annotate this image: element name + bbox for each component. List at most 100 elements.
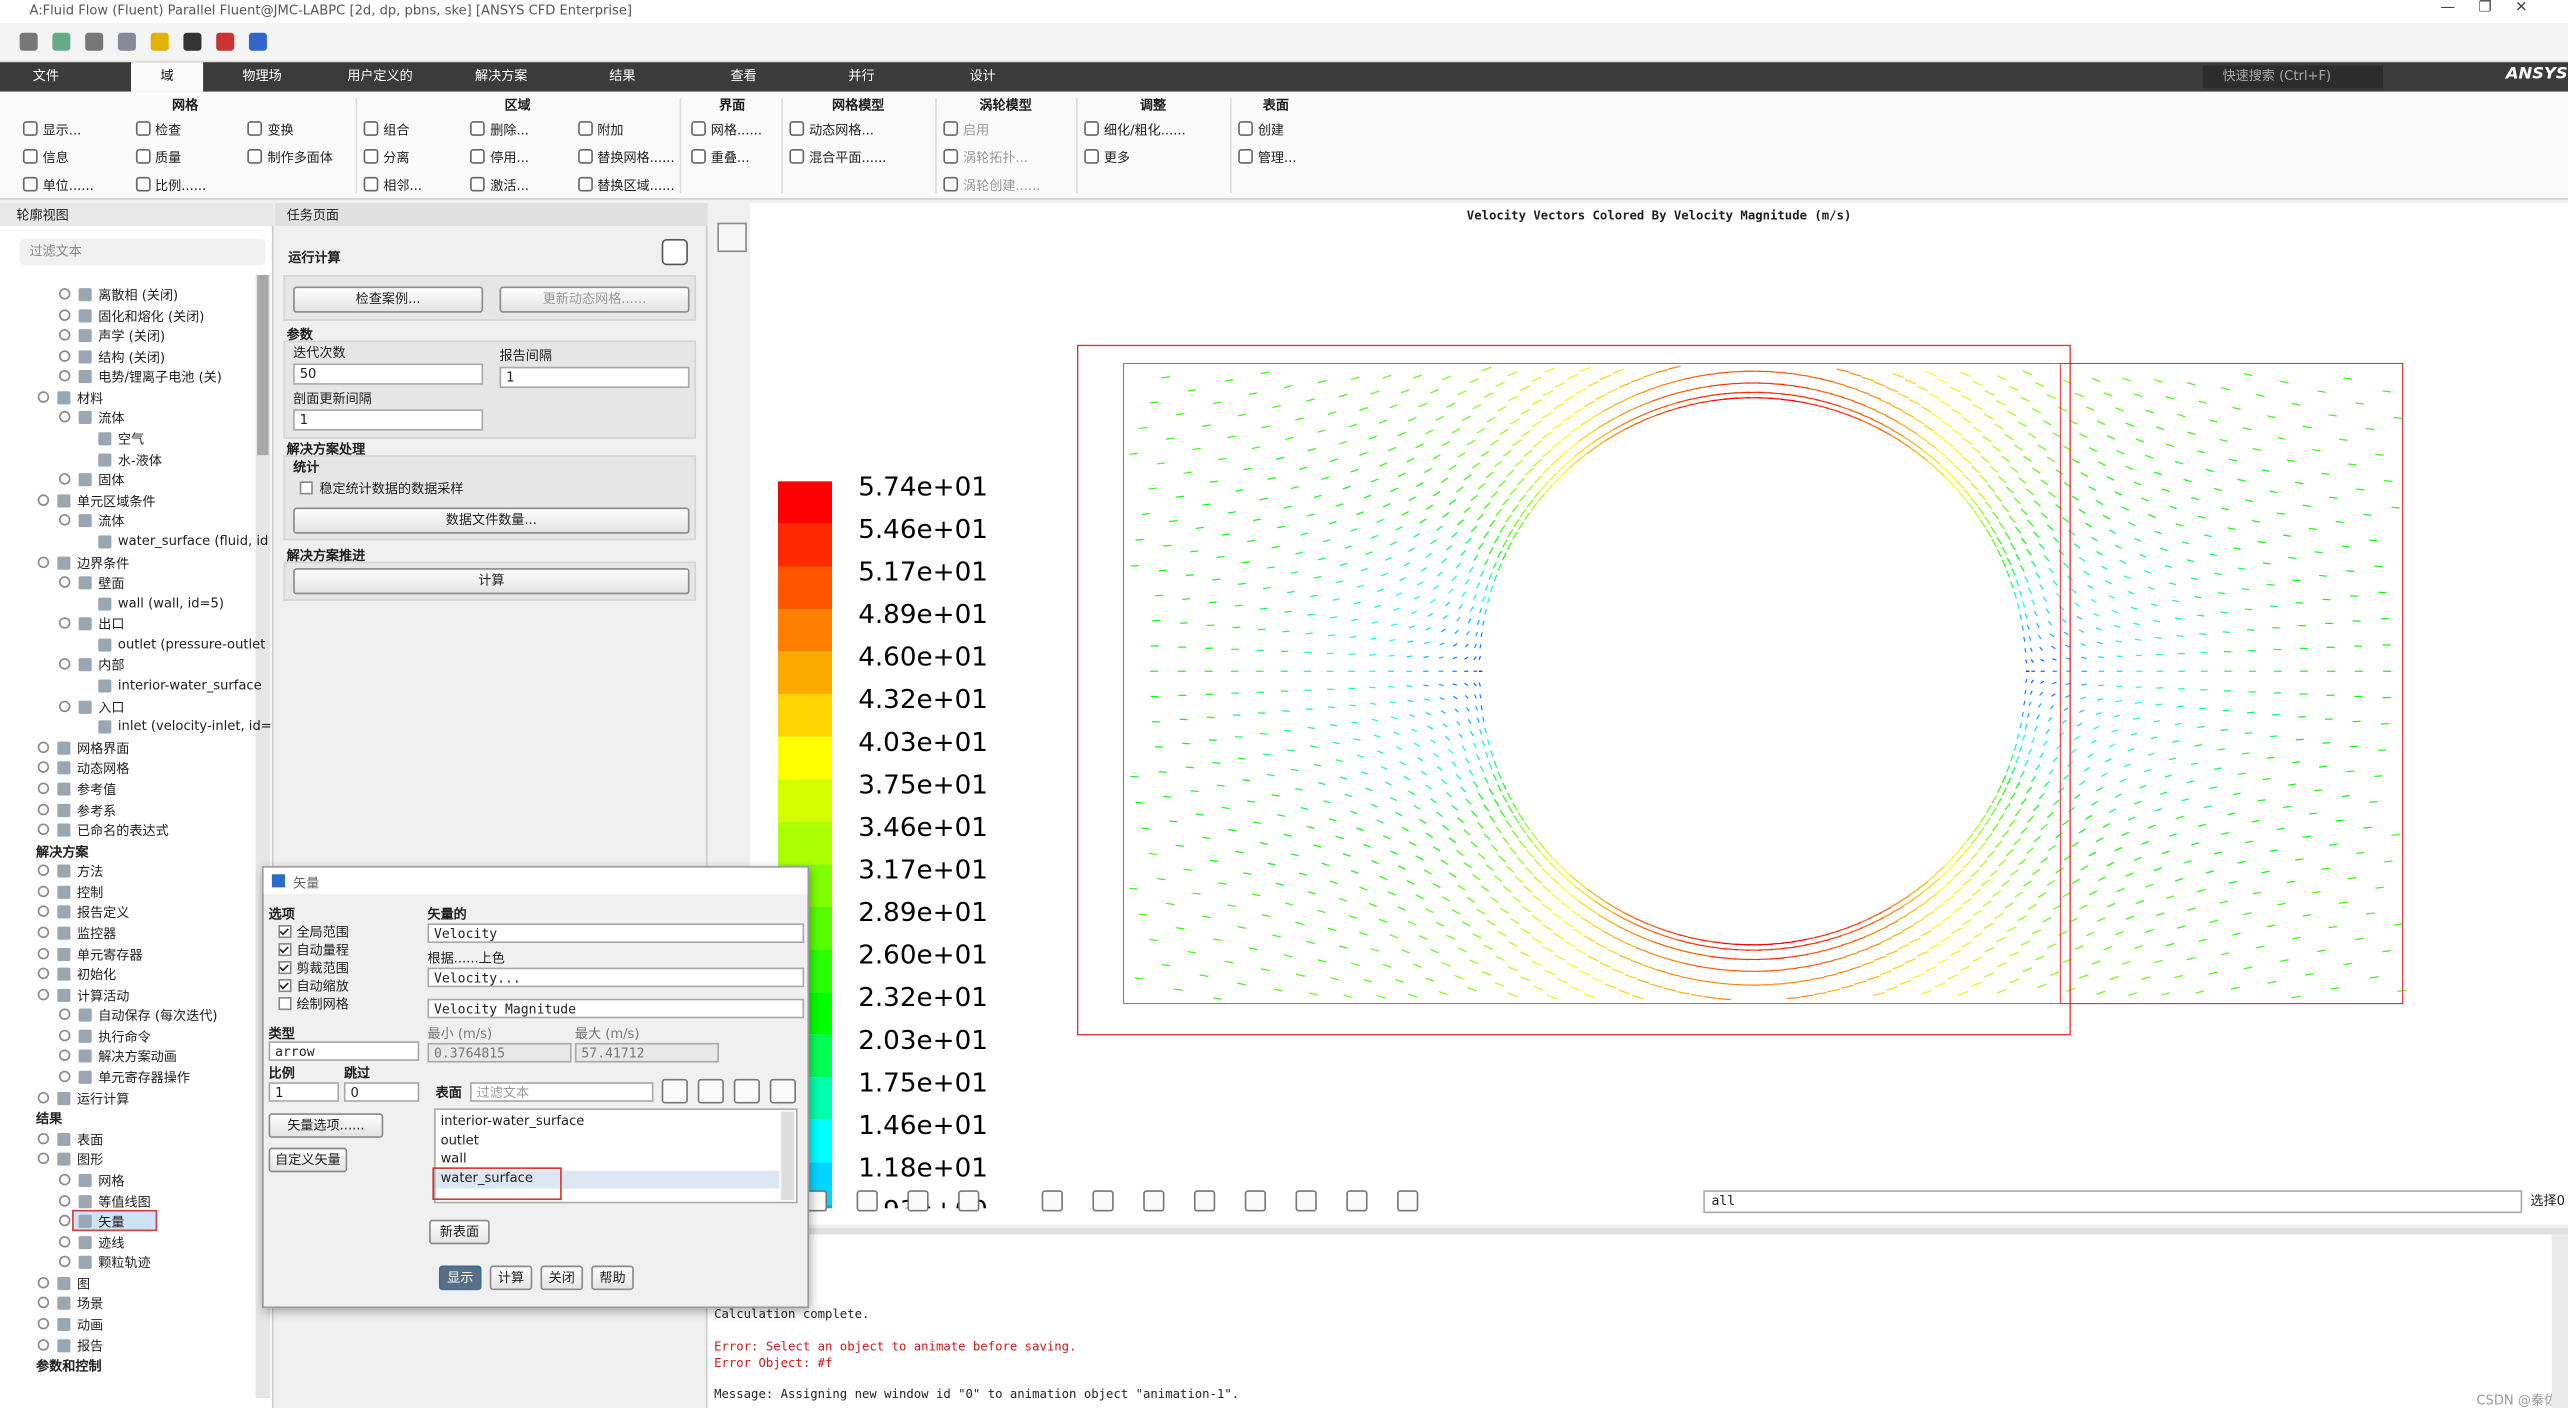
- ribbon-item[interactable]: 显示...: [42, 122, 82, 138]
- select[interactable]: Velocity Magnitude: [427, 998, 805, 1019]
- tree-item[interactable]: 初始化: [76, 967, 117, 983]
- view-tool[interactable]: [1143, 1190, 1165, 1212]
- ribbon-item[interactable]: 停用...: [490, 150, 529, 166]
- select[interactable]: Velocity...: [427, 967, 805, 988]
- view-tool[interactable]: [1346, 1190, 1368, 1212]
- ribbon-item[interactable]: 信息: [42, 150, 69, 166]
- select[interactable]: Velocity: [427, 923, 805, 944]
- button[interactable]: 矢量选项......: [268, 1113, 384, 1138]
- input[interactable]: 57.41712: [574, 1042, 719, 1063]
- view-tool[interactable]: [907, 1190, 929, 1212]
- tree-item[interactable]: 报告定义: [76, 906, 130, 921]
- surface-item[interactable]: water_surface: [435, 1169, 780, 1188]
- tree-item[interactable]: 单元寄存器: [76, 947, 143, 962]
- view-tool[interactable]: [958, 1190, 980, 1212]
- tree-item[interactable]: 已命名的表达式: [76, 823, 169, 839]
- tree-item[interactable]: 自动保存 (每次迭代): [98, 1009, 218, 1024]
- tree-item[interactable]: 参考系: [76, 803, 117, 818]
- tree-item[interactable]: 执行命令: [98, 1029, 151, 1045]
- input[interactable]: 50: [293, 363, 484, 385]
- ribbon-item[interactable]: 质量: [155, 150, 182, 166]
- ribbon-item[interactable]: 涡轮拓扑...: [963, 150, 1028, 166]
- ribbon-item[interactable]: 附加: [597, 122, 624, 138]
- tree-item[interactable]: 运行计算: [76, 1091, 130, 1107]
- input[interactable]: 1: [293, 409, 484, 431]
- ribbon-item[interactable]: 变换: [267, 122, 294, 138]
- ribbon-item[interactable]: 制作多面体: [267, 150, 334, 166]
- checkbox[interactable]: [278, 979, 292, 993]
- help-button[interactable]: [661, 239, 688, 266]
- tree-item[interactable]: 动画: [76, 1317, 104, 1333]
- tree-item[interactable]: 等值线图: [98, 1194, 151, 1210]
- checkbox[interactable]: [278, 961, 292, 975]
- tree-item[interactable]: 解决方案动画: [98, 1050, 177, 1065]
- ribbon-item[interactable]: 涡轮创建......: [963, 178, 1041, 194]
- tree-item[interactable]: 入口: [98, 700, 125, 715]
- input[interactable]: 1: [499, 366, 690, 389]
- close-button[interactable]: [785, 871, 801, 887]
- dialog-button[interactable]: 关闭: [540, 1265, 584, 1291]
- window-tab[interactable]: [717, 222, 747, 253]
- tree-item[interactable]: 矢量: [98, 1214, 125, 1230]
- menu-tab[interactable]: 结果: [609, 68, 636, 84]
- ribbon-item[interactable]: 管理...: [1257, 150, 1297, 166]
- tree-item[interactable]: 控制: [76, 885, 104, 901]
- ribbon-item[interactable]: 动态网格...: [809, 122, 874, 138]
- ribbon-item[interactable]: 检查: [155, 122, 182, 138]
- tree-item[interactable]: 固体: [98, 473, 125, 489]
- ribbon-item[interactable]: 重叠...: [710, 150, 750, 166]
- checkbox[interactable]: [278, 943, 292, 957]
- checkbox[interactable]: [278, 997, 292, 1011]
- toolbar-icon[interactable]: [150, 32, 169, 51]
- tree-item[interactable]: 固化和熔化 (关闭): [98, 308, 205, 324]
- ribbon-item[interactable]: 更多: [1103, 150, 1131, 166]
- scroll-thumb[interactable]: [257, 275, 269, 456]
- tree-filter[interactable]: 过滤文本: [19, 239, 266, 266]
- input[interactable]: 0: [343, 1082, 420, 1102]
- menu-tab[interactable]: 解决方案: [474, 68, 528, 84]
- close-button[interactable]: [2547, 206, 2563, 222]
- tree-item[interactable]: 水-液体: [117, 452, 162, 468]
- tree-item[interactable]: 离散相 (关闭): [98, 288, 179, 303]
- tree-item[interactable]: 壁面: [98, 576, 125, 592]
- tree-item[interactable]: 流体: [98, 514, 125, 530]
- tree-item[interactable]: 单元区域条件: [76, 494, 156, 509]
- toolbar-icon[interactable]: [183, 32, 202, 51]
- scrollbar[interactable]: [2551, 1234, 2568, 1408]
- tree-item[interactable]: 内部: [98, 658, 125, 674]
- surface-item[interactable]: interior-water_surface: [440, 1113, 585, 1129]
- button[interactable]: 自定义矢量: [268, 1147, 348, 1173]
- view-tool[interactable]: [1193, 1190, 1216, 1212]
- toolbar-icon[interactable]: [117, 32, 136, 51]
- tree-item[interactable]: 电势/锂离子电池 (关): [98, 370, 222, 386]
- menu-tab[interactable]: 域: [131, 62, 204, 92]
- menu-tab[interactable]: 用户定义的: [347, 68, 413, 84]
- tree-item[interactable]: 监控器: [76, 926, 117, 942]
- toolbar-icon[interactable]: [52, 32, 71, 51]
- button[interactable]: 数据文件数量...: [293, 507, 690, 534]
- toolbar-icon[interactable]: [85, 32, 104, 51]
- tree-item[interactable]: 计算活动: [76, 988, 130, 1004]
- view-tool[interactable]: [856, 1190, 878, 1212]
- menu-tab[interactable]: 查看: [730, 68, 757, 84]
- tree-item[interactable]: 迹线: [98, 1235, 125, 1251]
- filter[interactable]: 过滤文本: [470, 1082, 654, 1102]
- menu-tab[interactable]: 文件: [32, 68, 59, 84]
- ribbon-item[interactable]: 替换区域......: [597, 178, 675, 194]
- dialog-button[interactable]: 显示: [438, 1265, 482, 1291]
- tree-item[interactable]: 材料: [76, 391, 104, 406]
- tree-item[interactable]: 解决方案: [36, 844, 89, 859]
- tree-item[interactable]: interior-water_surface: [117, 677, 262, 693]
- view-tool[interactable]: [1041, 1190, 1063, 1212]
- tree-item[interactable]: 边界条件: [76, 555, 130, 571]
- tree-item[interactable]: 网格界面: [76, 741, 130, 756]
- list-tool[interactable]: [769, 1078, 796, 1104]
- menu-tab[interactable]: 设计: [969, 68, 996, 84]
- tree-item[interactable]: 场景: [76, 1297, 104, 1313]
- ribbon-item[interactable]: 分离: [383, 150, 410, 166]
- tree-item[interactable]: 参数和控制: [36, 1359, 102, 1374]
- list-tool[interactable]: [733, 1078, 760, 1104]
- toolbar-icon[interactable]: [216, 32, 235, 51]
- tree-item[interactable]: 表面: [76, 1132, 104, 1148]
- ribbon-item[interactable]: 创建: [1257, 122, 1285, 138]
